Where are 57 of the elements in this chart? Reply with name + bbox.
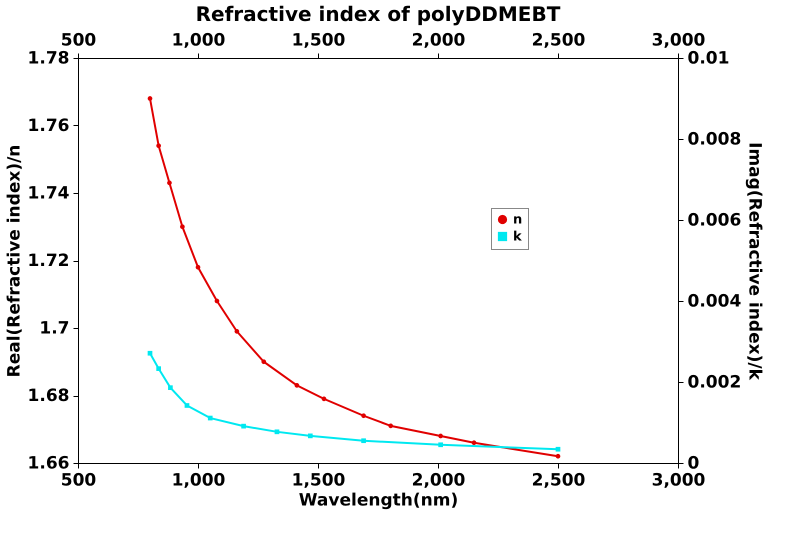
point (196, 264, 200, 270)
point (308, 434, 313, 438)
x-tick-label: 2,000 (412, 470, 466, 490)
y2-tick-label: 0.004 (688, 292, 742, 312)
point (148, 96, 152, 101)
point (472, 440, 476, 446)
y-tick-label: 1.68 (28, 386, 70, 406)
point (274, 429, 280, 434)
x-axis-title: Wavelength(nm) (298, 490, 458, 510)
y2-axis-title: Imag(Refractive index)/k (744, 142, 764, 381)
point (168, 385, 173, 390)
y2-tick-label: 0.008 (688, 130, 742, 150)
y-tick-label: 1.76 (28, 116, 70, 136)
y-tick-label: 1.74 (28, 184, 70, 204)
x-tick-label: 3,000 (652, 470, 706, 490)
point (184, 403, 190, 408)
y2-tick-label: 0.006 (688, 210, 742, 230)
x2-tick-label: 2,500 (532, 30, 586, 50)
point (438, 434, 443, 438)
point (361, 413, 366, 418)
point (214, 298, 220, 304)
x-tick-label: 500 (60, 470, 96, 490)
legend-label: k (513, 230, 522, 244)
legend-label: n (513, 212, 522, 228)
point (438, 442, 443, 448)
y2-tick-label: 0.002 (688, 372, 742, 392)
point (167, 180, 172, 186)
x-tick-label: 1,500 (292, 470, 346, 490)
y-tick-label: 1.66 (28, 454, 70, 474)
y-axis-title: Real(Refractive index)/n (4, 144, 25, 378)
x2-tick-label: 3,000 (652, 30, 706, 50)
x-tick-label: 2,500 (532, 470, 586, 490)
x2-tick-label: 1,000 (172, 30, 226, 50)
x2-tick-label: 500 (60, 30, 96, 50)
point (556, 454, 560, 459)
point (156, 366, 161, 371)
point (388, 424, 394, 428)
y-tick-label: 1.72 (28, 251, 70, 271)
y-tick-label: 1.78 (28, 48, 70, 68)
x-tick-label: 1,000 (172, 470, 226, 490)
point (148, 350, 152, 356)
y2-tick-label: 0 (688, 454, 700, 474)
point (322, 396, 326, 402)
point (180, 224, 185, 230)
point (234, 329, 240, 334)
point (156, 143, 161, 148)
x2-tick-label: 1,500 (292, 30, 346, 50)
point (241, 424, 246, 428)
point (556, 446, 560, 452)
y2-tick-label: 0.01 (688, 48, 730, 68)
point (208, 416, 213, 420)
y-tick-label: 1.7 (39, 318, 70, 338)
point (261, 359, 266, 364)
point (361, 438, 366, 444)
x2-tick-label: 2,000 (412, 30, 466, 50)
point (294, 383, 300, 388)
chart-title: Refractive index of polyDDMEBT (196, 2, 561, 26)
